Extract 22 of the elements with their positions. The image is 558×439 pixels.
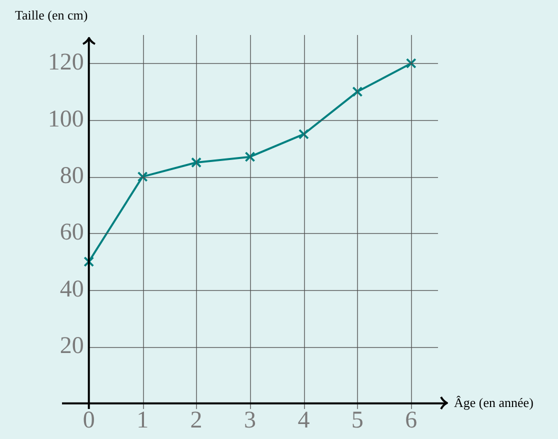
point — [244, 152, 256, 162]
x-tick-label: 0 — [82, 408, 95, 434]
point — [191, 157, 202, 168]
y-tick-label: 60 — [60, 220, 84, 246]
x-tick-label: 4 — [298, 408, 310, 434]
y-tick-label: 20 — [60, 332, 84, 359]
x-axis-title: Âge (en année) — [454, 394, 534, 410]
point — [84, 256, 94, 267]
y-tick-label: 100 — [48, 106, 84, 132]
x-tick-label: 6 — [405, 408, 418, 434]
point — [406, 58, 416, 69]
x-tick-label: 5 — [351, 408, 364, 434]
y-tick-label: 40 — [60, 276, 84, 302]
x-tick-label: 3 — [244, 408, 256, 434]
y-tick-label: 80 — [60, 162, 84, 189]
point — [298, 128, 309, 140]
x-tick-label: 2 — [190, 408, 202, 434]
x-tick-label: 1 — [136, 408, 149, 434]
point — [137, 171, 148, 182]
point — [352, 86, 363, 97]
y-axis-title: Taille (en cm) — [15, 7, 88, 22]
y-tick-label: 120 — [48, 50, 84, 76]
